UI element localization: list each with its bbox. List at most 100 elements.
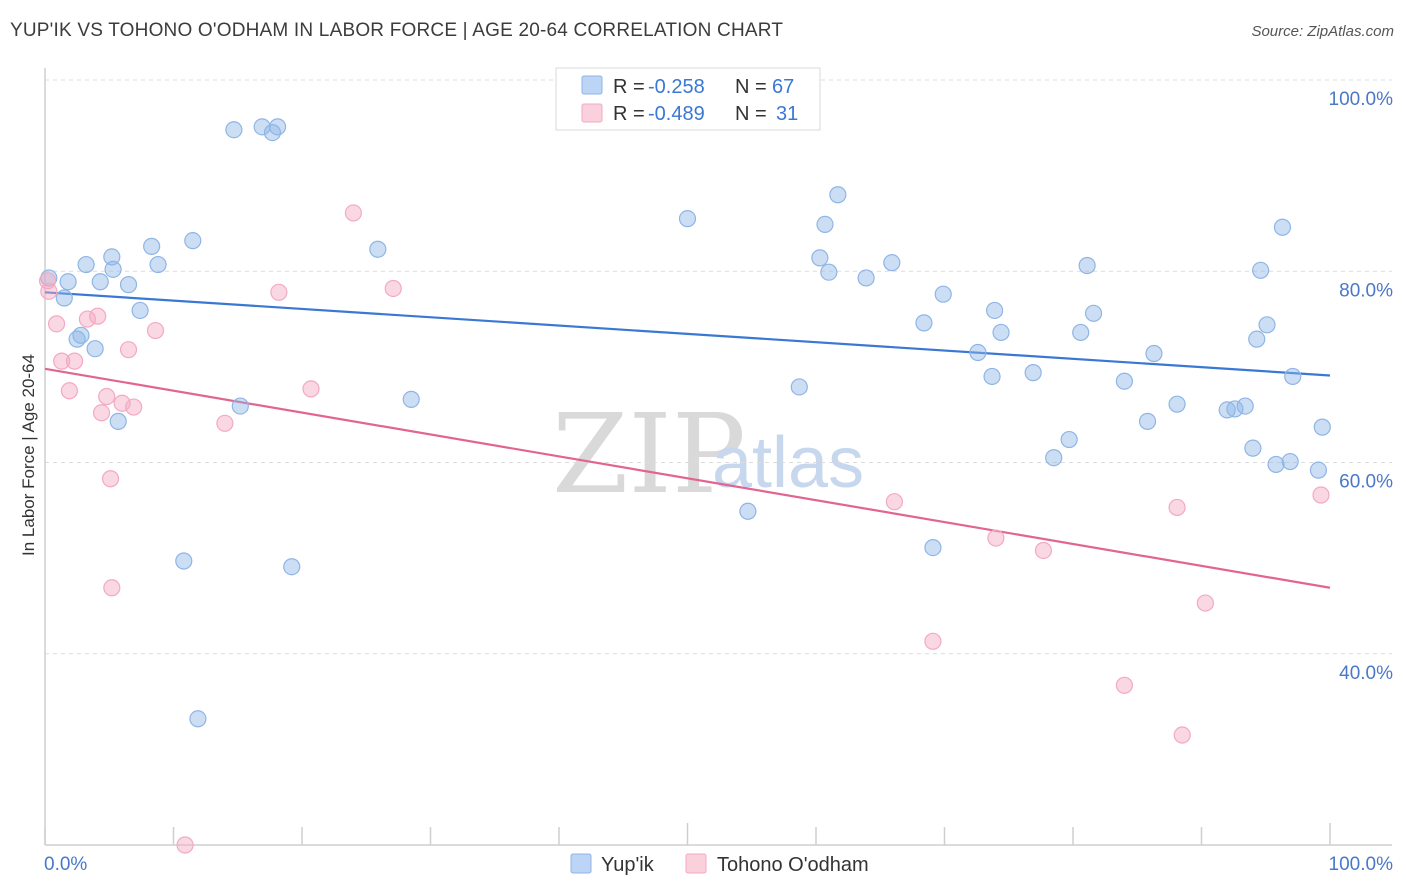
point-yupik: [934, 285, 952, 303]
point-yupik: [1072, 323, 1090, 342]
point-yupik: [369, 240, 387, 258]
point-tohono: [101, 470, 120, 488]
point-yupik: [1273, 218, 1292, 236]
point-yupik: [1138, 412, 1157, 430]
point-tohono: [1168, 498, 1186, 517]
point-yupik: [143, 237, 161, 255]
point-yupik: [91, 273, 109, 291]
point-yupik: [1244, 439, 1262, 457]
point-tohono: [302, 380, 320, 398]
point-tohono: [1115, 676, 1134, 694]
point-yupik: [231, 397, 249, 415]
point-tohono: [103, 579, 121, 597]
point-tohono: [92, 404, 111, 422]
point-yupik: [40, 269, 58, 287]
point-tohono: [216, 414, 234, 432]
point-tohono: [176, 836, 194, 854]
legend-top: R = -0.258 N = 67 R = -0.489 N = 31: [555, 67, 821, 131]
legend-bottom-swatch-yupik: [570, 853, 592, 874]
point-yupik: [924, 539, 942, 557]
point-yupik: [1313, 418, 1331, 436]
point-tohono: [125, 398, 143, 416]
point-yupik: [77, 255, 95, 274]
axes: [44, 68, 1392, 846]
point-tohono: [384, 279, 402, 298]
point-yupik: [1078, 256, 1096, 275]
point-tohono: [89, 307, 107, 325]
point-yupik: [1045, 449, 1063, 467]
point-yupik: [149, 255, 167, 274]
legend-n-value-2: 31: [776, 103, 798, 125]
point-yupik: [1309, 461, 1328, 479]
legend-swatch-tohono: [581, 103, 603, 123]
point-yupik: [1115, 372, 1134, 390]
point-yupik: [857, 269, 875, 287]
y-tick-label: 80.0%: [1339, 280, 1393, 301]
x-tick-label-min: 0.0%: [44, 854, 87, 875]
legend-n-value-1: 67: [772, 76, 794, 98]
point-yupik: [1252, 261, 1270, 279]
point-yupik: [790, 378, 808, 396]
y-tick-label: 100.0%: [1329, 89, 1394, 110]
legend-n-label-2: N =: [735, 103, 767, 125]
point-yupik: [175, 552, 193, 570]
point-tohono: [1196, 594, 1214, 612]
point-yupik: [225, 121, 243, 139]
point-yupik: [1236, 397, 1254, 415]
point-tohono: [344, 204, 362, 222]
point-yupik: [402, 390, 420, 408]
trend-line-yupik: [44, 291, 1331, 377]
point-yupik: [1248, 330, 1266, 348]
point-tohono: [1312, 486, 1330, 504]
point-tohono: [40, 282, 58, 300]
point-yupik: [1267, 455, 1285, 474]
point-tohono: [60, 382, 79, 400]
legend-bottom-label-tohono: Tohono O'odham: [717, 854, 869, 876]
trend-lines: [44, 291, 1331, 589]
point-tohono: [885, 493, 903, 511]
source-label: Source: ZipAtlas.com: [1251, 23, 1394, 40]
point-yupik: [1084, 304, 1103, 322]
point-yupik: [86, 340, 104, 358]
point-yupik: [915, 314, 933, 332]
point-tohono: [270, 283, 288, 301]
legend-bottom: Yup'ik Tohono O'odham: [570, 853, 869, 876]
point-yupik: [1168, 395, 1186, 413]
chart-title: YUP'IK VS TOHONO O'ODHAM IN LABOR FORCE …: [10, 20, 784, 41]
point-yupik: [55, 289, 73, 307]
point-tohono: [119, 341, 138, 359]
legend-bottom-swatch-tohono: [685, 853, 707, 874]
point-yupik: [189, 710, 207, 728]
point-tohono: [47, 315, 66, 333]
y-axis-title: In Labor Force | Age 20-64: [19, 354, 38, 556]
point-yupik: [1226, 400, 1244, 418]
tick-labels: 40.0% 60.0% 80.0% 100.0% 0.0% 100.0%: [44, 89, 1393, 875]
point-tohono: [53, 352, 71, 370]
point-tohono: [78, 310, 97, 328]
y-tick-label: 40.0%: [1339, 663, 1393, 684]
point-yupik: [816, 215, 834, 233]
point-yupik: [992, 323, 1010, 342]
point-tohono: [1034, 541, 1053, 560]
y-tick-label: 60.0%: [1339, 472, 1393, 493]
legend-r-label-1: R =: [613, 76, 645, 98]
legend-bottom-label-yupik: Yup'ik: [601, 854, 655, 876]
point-yupik: [119, 276, 138, 294]
point-yupik: [986, 301, 1004, 320]
watermark-zip: ZIP: [552, 390, 746, 518]
point-yupik: [829, 186, 847, 204]
point-yupik: [883, 254, 901, 272]
point-yupik: [983, 367, 1001, 386]
point-yupik: [678, 210, 697, 228]
point-tohono: [1173, 726, 1191, 744]
point-yupik: [283, 558, 301, 576]
legend-r-label-2: R =: [613, 103, 645, 125]
point-yupik: [1060, 430, 1078, 449]
x-tick-label-max: 100.0%: [1329, 854, 1394, 875]
point-yupik: [131, 301, 149, 320]
trend-line-tohono: [44, 367, 1331, 589]
point-yupik: [1284, 367, 1302, 386]
point-yupik: [1145, 344, 1163, 363]
point-yupik: [59, 273, 77, 291]
